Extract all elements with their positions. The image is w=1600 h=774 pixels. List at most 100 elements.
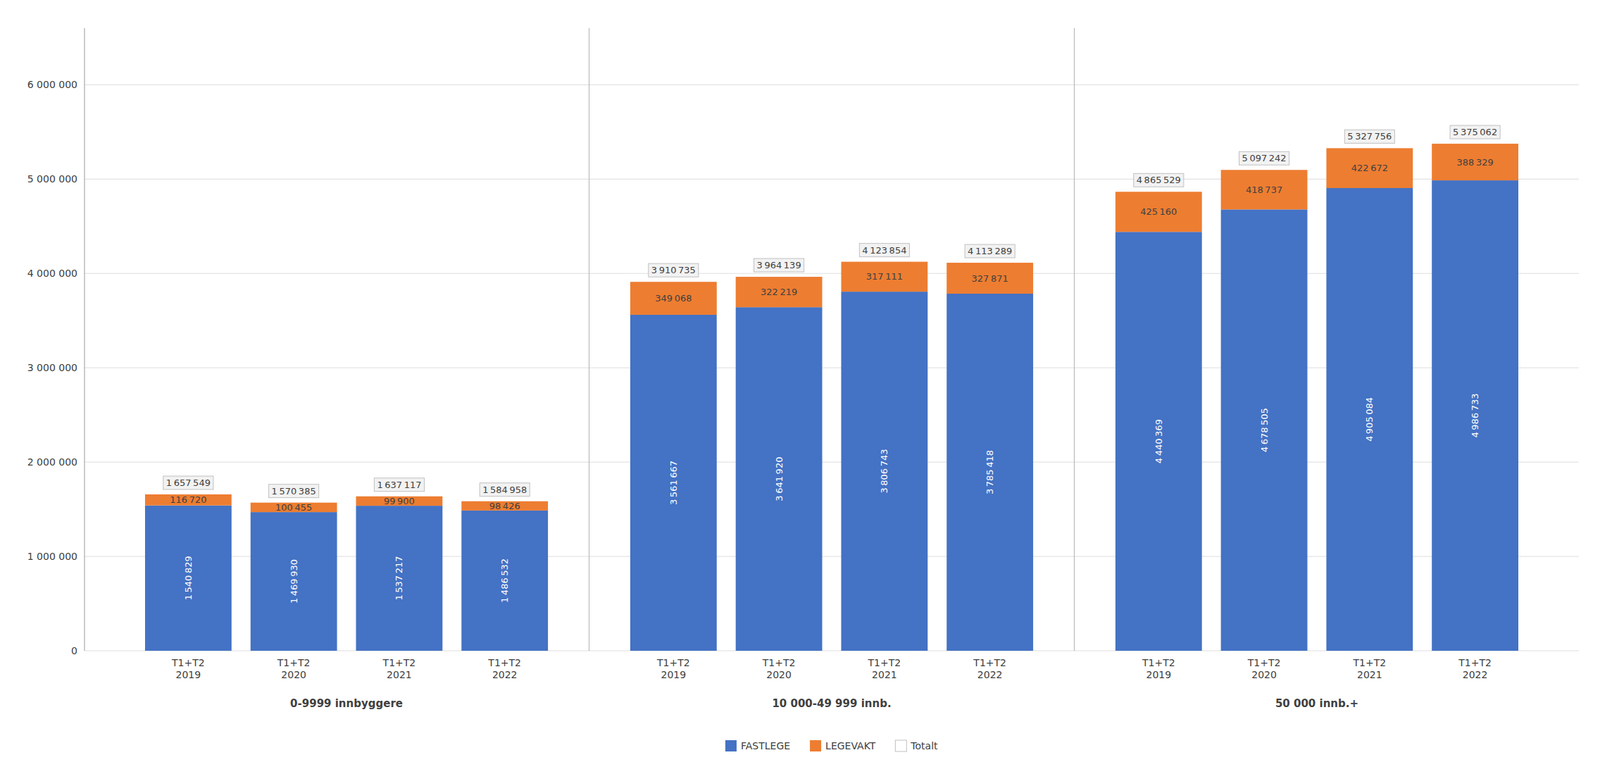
total-label: 4 123 854 <box>859 243 910 258</box>
x-tick-label: T1+T22022 <box>1457 657 1492 681</box>
x-tick-label: T1+T22021 <box>382 657 417 681</box>
bar-segment <box>1115 231 1203 651</box>
segment-label: 1 486 532 <box>499 558 510 603</box>
bar-segment <box>840 261 928 292</box>
total-text: 1 570 385 <box>271 485 317 497</box>
bar-segment <box>1221 169 1308 210</box>
segment-label: 4 440 369 <box>1153 419 1165 464</box>
total-label: 3 964 139 <box>754 258 805 272</box>
segment-label: 317 111 <box>866 271 903 282</box>
total-label: 1 584 958 <box>479 483 530 497</box>
x-tick-label: T1+T22021 <box>867 657 902 681</box>
total-label: 4 865 529 <box>1133 173 1184 187</box>
segment-label: 3 806 743 <box>878 449 890 494</box>
bar-segment <box>356 496 443 506</box>
total-box <box>479 483 530 497</box>
bar-segment <box>1431 180 1519 651</box>
total-box <box>1133 173 1184 187</box>
x-tick-label: T1+T22019 <box>171 657 205 681</box>
total-label: 5 327 756 <box>1344 129 1395 143</box>
legend-swatch <box>895 740 907 752</box>
total-box <box>648 263 699 277</box>
group-separator <box>588 28 590 651</box>
y-tick-label: 6 000 000 <box>27 78 78 91</box>
total-label: 5 097 242 <box>1239 151 1290 165</box>
y-tick-label: 1 000 000 <box>27 550 78 562</box>
segment-label: 422 672 <box>1351 162 1389 174</box>
segment-label: 3 561 667 <box>668 460 679 505</box>
segment-label: 1 537 217 <box>393 556 405 601</box>
total-text: 4 113 289 <box>967 245 1012 257</box>
total-text: 3 964 139 <box>757 259 802 271</box>
legend-swatch <box>725 740 737 752</box>
grid <box>84 84 1579 651</box>
legend-label: Totalt <box>909 740 939 752</box>
bar-segment <box>946 293 1034 651</box>
total-text: 5 375 062 <box>1452 126 1498 138</box>
x-tick-label: T1+T22020 <box>761 657 796 681</box>
bar-segment <box>840 291 928 651</box>
segment-label: 1 469 930 <box>288 559 300 604</box>
segment-label: 388 329 <box>1457 157 1494 168</box>
bars <box>145 143 1519 651</box>
bar-segment <box>630 314 717 651</box>
total-label: 3 910 735 <box>648 263 699 277</box>
total-box <box>269 484 320 498</box>
total-label: 4 113 289 <box>964 244 1015 258</box>
y-tick-label: 2 000 000 <box>27 456 78 468</box>
group-label: 0-9999 innbyggere <box>290 697 403 710</box>
legend-label: FASTLEGE <box>740 740 791 752</box>
bar-segment <box>1221 209 1308 651</box>
total-box <box>1344 129 1395 143</box>
bar-segment <box>145 505 232 651</box>
bar-segment <box>1326 188 1413 651</box>
total-text: 1 637 117 <box>376 479 422 491</box>
grid-line <box>84 84 1579 86</box>
total-box <box>754 258 805 272</box>
bar-segment <box>461 501 548 511</box>
y-tick-label: 3 000 000 <box>27 361 78 374</box>
total-text: 5 327 756 <box>1347 130 1392 142</box>
x-tick-label: T1+T22019 <box>656 657 691 681</box>
total-text: 4 865 529 <box>1136 174 1181 186</box>
x-tick-label: T1+T22020 <box>1247 657 1281 681</box>
total-text: 1 657 549 <box>166 477 211 489</box>
legend-swatch <box>809 740 822 752</box>
total-text: 4 123 854 <box>861 245 907 256</box>
group-separator <box>1073 28 1075 651</box>
data-labels: 1 540 829116 7201 657 5491 469 930100 45… <box>163 125 1500 604</box>
total-box <box>163 476 214 490</box>
y-tick-label: 5 000 000 <box>27 173 78 185</box>
segment-label: 425 160 <box>1140 206 1177 217</box>
bar-segment <box>735 276 823 308</box>
total-text: 3 910 735 <box>651 264 696 276</box>
bar-segment <box>1431 143 1519 181</box>
bar-segment <box>1115 191 1203 232</box>
group-label: 50 000 innb.+ <box>1275 697 1359 710</box>
total-label: 1 570 385 <box>269 484 320 498</box>
y-tick-label: 0 <box>71 645 78 657</box>
x-tick-label: T1+T22022 <box>487 657 522 681</box>
x-tick-label: T1+T22022 <box>972 657 1007 681</box>
group-label: 10 000-49 999 innb. <box>771 697 891 710</box>
bar-segment <box>946 262 1034 294</box>
segment-label: 3 785 418 <box>984 450 996 495</box>
segment-label: 327 871 <box>971 273 1009 284</box>
chart: 0 1 000 000 2 000 000 3 000 000 4 000 000 5 0… <box>0 0 1600 774</box>
segment-label: 3 641 920 <box>773 457 785 502</box>
bar-segment <box>250 511 338 651</box>
segment-label: 99 900 <box>383 495 415 507</box>
total-box <box>859 243 910 258</box>
x-tick-label: T1+T22020 <box>276 657 311 681</box>
total-text: 1 584 958 <box>482 484 527 496</box>
y-tick-label: 4 000 000 <box>27 267 78 279</box>
total-box <box>1450 125 1500 139</box>
total-label: 1 637 117 <box>373 478 424 492</box>
y-axis-line <box>84 28 86 651</box>
x-tick-label: T1+T22021 <box>1352 657 1387 681</box>
segment-label: 1 540 829 <box>183 555 194 600</box>
total-box <box>373 478 424 492</box>
bar-segment <box>461 510 548 651</box>
legend: FASTLEGELEGEVAKTTotalt <box>725 740 939 752</box>
total-box <box>964 244 1015 258</box>
